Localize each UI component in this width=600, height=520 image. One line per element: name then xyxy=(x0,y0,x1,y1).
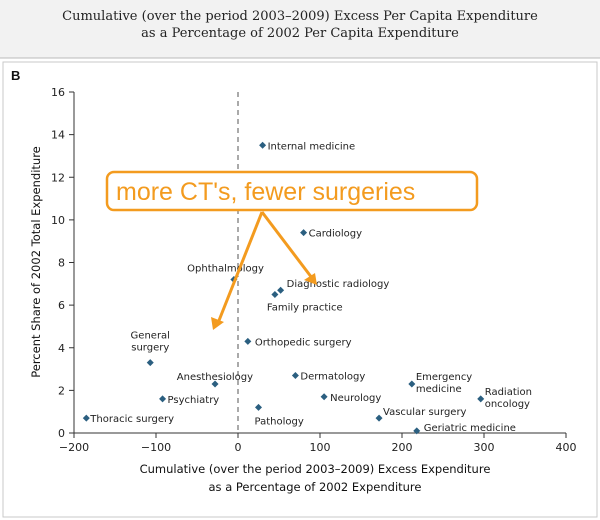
data-point-label: Psychiatry xyxy=(168,395,220,406)
data-point-label: Geriatric medicine xyxy=(424,423,516,434)
x-tick-label: 200 xyxy=(392,441,413,454)
data-point-label: Neurology xyxy=(330,393,381,404)
data-point-marker xyxy=(159,395,167,403)
data-point-label: Radiation xyxy=(485,387,532,398)
data-point-marker xyxy=(244,337,252,345)
y-tick-label: 2 xyxy=(58,384,65,397)
data-point-marker xyxy=(146,359,154,367)
annotation-arrow-right-head xyxy=(304,273,317,285)
data-point-label: surgery xyxy=(131,343,169,354)
data-point-label: Diagnostic radiology xyxy=(287,279,390,290)
annotation-arrow-left-shaft xyxy=(216,211,264,324)
data-point-marker xyxy=(82,414,90,422)
y-ticks: 0 2 4 6 8 10 12 14 16 xyxy=(51,86,74,440)
data-point-label: Dermatology xyxy=(300,371,365,382)
data-point-marker xyxy=(255,403,262,411)
chart-subtitle: as a Percentage of 2002 Per Capita Expen… xyxy=(141,26,459,41)
x-tick-label: 100 xyxy=(310,441,331,454)
data-point-marker xyxy=(300,229,308,237)
data-point-label: Orthopedic surgery xyxy=(255,337,352,348)
data-point-label: Pathology xyxy=(255,416,304,427)
data-point-label: Family practice xyxy=(267,302,343,313)
y-tick-label: 8 xyxy=(58,257,65,270)
data-point-label: oncology xyxy=(485,399,530,410)
chart-title: Cumulative (over the period 2003–2009) E… xyxy=(62,9,538,24)
x-tick-label: −100 xyxy=(141,441,171,454)
data-point-marker xyxy=(477,395,485,403)
plot-panel xyxy=(2,61,598,518)
x-ticks: −200 −100 0 100 200 300 400 xyxy=(59,433,577,454)
annotation-box xyxy=(105,170,479,212)
data-point-label: General xyxy=(131,331,170,342)
annotation-text: more CT's, fewer surgeries xyxy=(116,178,415,206)
y-tick-label: 14 xyxy=(51,129,65,142)
data-point-label: Internal medicine xyxy=(268,141,356,152)
x-tick-label: 400 xyxy=(556,441,577,454)
data-point-marker xyxy=(291,371,299,379)
y-tick-label: 12 xyxy=(51,171,65,184)
data-point-marker xyxy=(277,286,285,294)
annotation-arrow-left-head xyxy=(211,317,224,330)
data-point-marker xyxy=(271,290,279,298)
annotation-arrow-right-shaft xyxy=(260,211,314,279)
y-tick-label: 16 xyxy=(51,86,65,99)
y-tick-label: 4 xyxy=(58,342,65,355)
panel-label: B xyxy=(11,68,20,83)
data-point-marker xyxy=(211,380,219,388)
y-tick-label: 6 xyxy=(58,299,65,312)
data-point-label: medicine xyxy=(416,384,462,395)
data-point-label: Emergency xyxy=(416,372,472,383)
x-axis-label-line2: as a Percentage of 2002 Expenditure xyxy=(209,480,422,494)
data-point-marker xyxy=(320,393,328,401)
data-point-marker xyxy=(413,427,421,435)
header-background xyxy=(0,0,600,58)
y-axis-label: Percent Share of 2002 Total Expenditure xyxy=(29,146,43,378)
x-tick-label: 300 xyxy=(474,441,495,454)
x-tick-label: 0 xyxy=(235,441,242,454)
y-tick-label: 0 xyxy=(58,427,65,440)
data-point-label: Ophthalmology xyxy=(187,264,264,275)
data-point-label: Cardiology xyxy=(309,229,363,240)
y-tick-label: 10 xyxy=(51,214,65,227)
data-points: Internal medicine Cardiology Ophthalmology… xyxy=(82,141,532,435)
x-axis-label: Cumulative (over the period 2003–2009) E… xyxy=(140,462,491,476)
data-point-label: Anesthesiology xyxy=(177,372,253,383)
data-point-marker xyxy=(259,141,267,149)
data-point-label: Thoracic surgery xyxy=(89,414,174,425)
data-point-label: Vascular surgery xyxy=(383,407,467,418)
data-point-marker xyxy=(408,380,416,388)
data-point-marker xyxy=(375,414,383,422)
x-tick-label: −200 xyxy=(59,441,89,454)
